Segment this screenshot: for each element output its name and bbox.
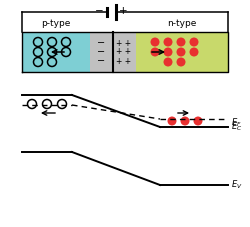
Circle shape xyxy=(194,116,202,126)
Bar xyxy=(22,32,90,72)
Text: $E_F$: $E_F$ xyxy=(231,117,242,129)
Text: −: − xyxy=(95,6,104,16)
Circle shape xyxy=(176,47,186,57)
Text: + +: + + xyxy=(116,39,131,47)
Bar xyxy=(113,32,136,72)
Bar xyxy=(136,32,228,72)
Circle shape xyxy=(150,47,160,57)
Circle shape xyxy=(168,116,176,126)
Circle shape xyxy=(176,57,186,67)
Bar xyxy=(90,32,113,72)
Text: +: + xyxy=(119,6,128,16)
Text: p-type: p-type xyxy=(41,19,71,28)
Circle shape xyxy=(164,37,172,47)
Circle shape xyxy=(190,47,198,57)
Text: −: − xyxy=(98,56,106,66)
Text: $E_C$: $E_C$ xyxy=(231,121,242,133)
Circle shape xyxy=(164,47,172,57)
Text: −: − xyxy=(98,38,106,48)
Text: + +: + + xyxy=(116,47,131,57)
Text: $E_V$: $E_V$ xyxy=(231,179,243,191)
Circle shape xyxy=(164,57,172,67)
Circle shape xyxy=(176,37,186,47)
Circle shape xyxy=(180,116,190,126)
Circle shape xyxy=(150,37,160,47)
Text: n-type: n-type xyxy=(167,19,197,28)
Text: + +: + + xyxy=(116,57,131,66)
Circle shape xyxy=(190,37,198,47)
Text: −: − xyxy=(98,47,106,57)
